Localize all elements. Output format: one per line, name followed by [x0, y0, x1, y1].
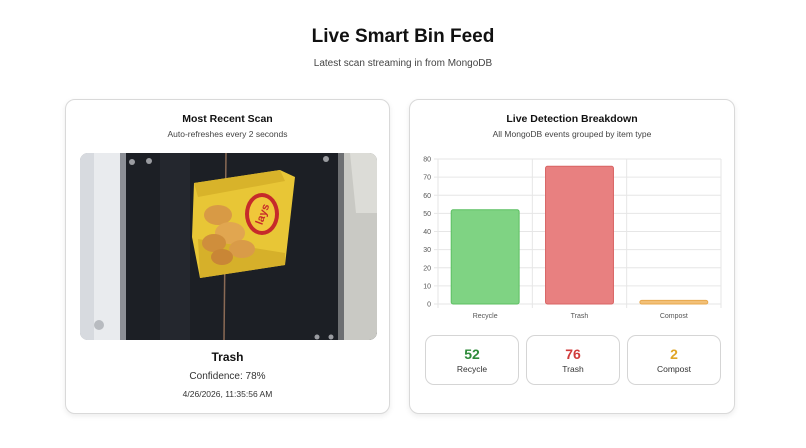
- stat-card-trash: 76 Trash: [526, 335, 620, 385]
- x-tick-label: Compost: [660, 313, 688, 320]
- scan-classification: Trash: [211, 350, 244, 364]
- y-tick-label: 80: [423, 157, 431, 164]
- stat-value-recycle: 52: [464, 346, 480, 362]
- y-tick-label: 40: [423, 229, 431, 236]
- bar-compost: [639, 299, 709, 305]
- stat-card-recycle: 52 Recycle: [425, 335, 519, 385]
- x-tick-label: Recycle: [473, 313, 498, 320]
- chip-bag: lays: [192, 170, 295, 278]
- stat-label-compost: Compost: [656, 364, 691, 374]
- scan-confidence: Confidence: 78%: [189, 371, 266, 382]
- detection-bar-chart: 0 10 20 30 40 50 60 70 80 Recycle Trash Compost: [410, 150, 736, 325]
- scan-timestamp: 4/26/2026, 11:35:56 AM: [182, 389, 273, 399]
- breakdown-title: Live Detection Breakdown: [506, 113, 638, 125]
- bar-trash: [545, 165, 614, 305]
- y-tick-label: 10: [423, 283, 431, 290]
- breakdown-card: Live Detection Breakdown All MongoDB eve…: [409, 99, 735, 414]
- breakdown-subtitle: All MongoDB events grouped by item type: [492, 129, 652, 139]
- y-tick-label: 60: [423, 193, 431, 200]
- stat-card-compost: 2 Compost: [627, 335, 721, 385]
- stat-label-trash: Trash: [562, 364, 584, 374]
- y-tick-label: 0: [427, 302, 431, 309]
- stat-value-trash: 76: [565, 346, 581, 362]
- x-tick-label: Trash: [571, 313, 589, 320]
- bar-recycle: [450, 209, 520, 305]
- scan-photo: lays: [80, 153, 377, 340]
- recent-scan-subtitle: Auto-refreshes every 2 seconds: [167, 129, 288, 139]
- y-tick-label: 70: [423, 175, 431, 182]
- stat-value-compost: 2: [670, 346, 678, 362]
- page-title: Live Smart Bin Feed: [311, 26, 495, 47]
- recent-scan-card: Most Recent Scan Auto-refreshes every 2 …: [65, 99, 390, 414]
- y-tick-label: 20: [423, 265, 431, 272]
- y-tick-label: 30: [423, 247, 431, 254]
- stat-label-recycle: Recycle: [456, 364, 488, 374]
- page-subtitle: Latest scan streaming in from MongoDB: [313, 58, 493, 69]
- recent-scan-title: Most Recent Scan: [182, 113, 273, 125]
- y-tick-label: 50: [423, 211, 431, 218]
